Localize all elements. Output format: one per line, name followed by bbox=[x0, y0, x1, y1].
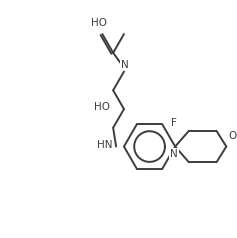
Text: HO: HO bbox=[91, 18, 107, 28]
Text: N: N bbox=[121, 60, 129, 69]
Text: F: F bbox=[171, 119, 177, 129]
Text: N: N bbox=[170, 149, 178, 159]
Text: HO: HO bbox=[94, 102, 110, 112]
Text: O: O bbox=[228, 131, 237, 141]
Text: HN: HN bbox=[97, 139, 112, 149]
